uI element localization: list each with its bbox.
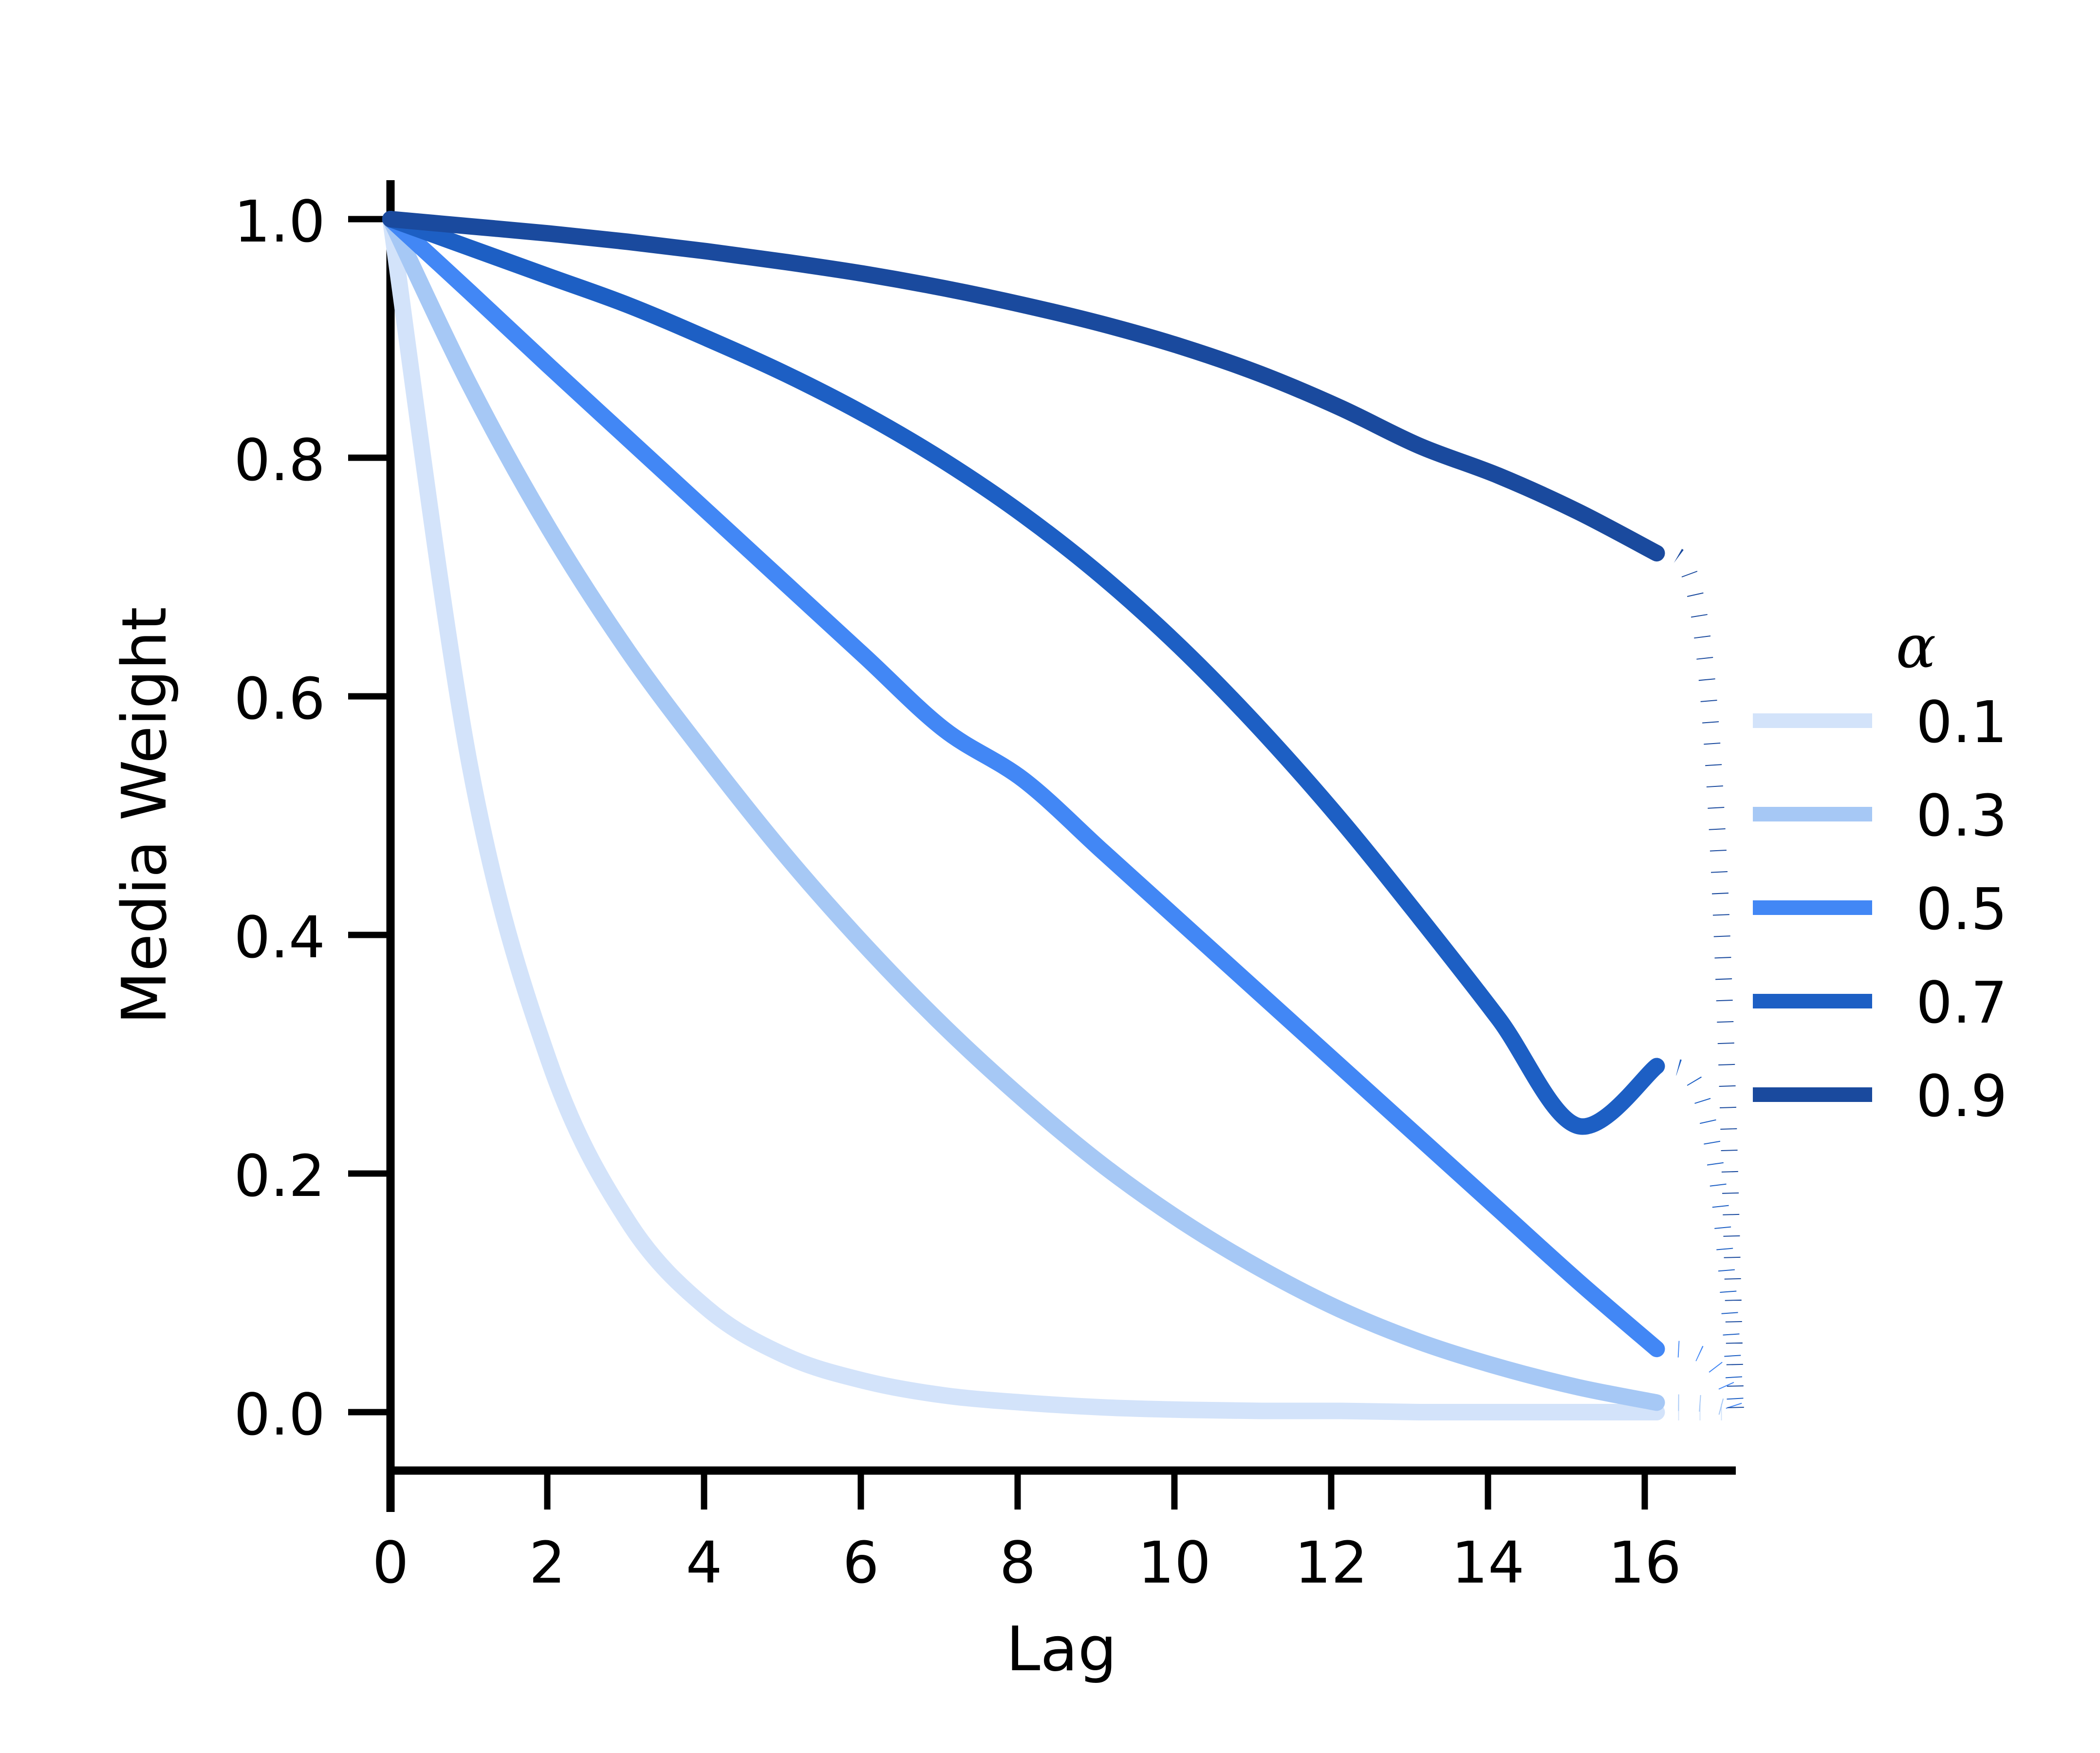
- y-tick-label: 0.2: [234, 1142, 325, 1210]
- series-line-0-1: [382, 211, 1665, 1421]
- y-tick-labels: 0.0 0.2 0.4 0.6 0.8 1.0: [234, 188, 325, 1448]
- legend-title: α: [1896, 612, 1936, 681]
- y-tick-label: 0.8: [234, 427, 325, 494]
- legend-label-0-5: 0.5: [1916, 876, 2007, 943]
- y-tick-label: 1.0: [234, 188, 325, 255]
- series-line-0-3: [382, 211, 1665, 1411]
- x-tick-label: 10: [1138, 1529, 1211, 1596]
- series-line-0-5: [382, 211, 1665, 1358]
- chart-legend: α 0.1 0.3 0.5 0.7 0.9: [1753, 612, 2007, 1130]
- x-axis-title: Lag: [1006, 1613, 1116, 1685]
- x-tick-label: 14: [1451, 1529, 1524, 1596]
- series-line-0-7: [382, 211, 1665, 1135]
- x-tick-label: 4: [686, 1529, 722, 1596]
- legend-item-0-9[interactable]: 0.9: [1753, 1063, 2007, 1130]
- axis-spines: [386, 180, 1736, 1512]
- legend-label-0-7: 0.7: [1916, 969, 2007, 1036]
- x-tick-label: 2: [529, 1529, 565, 1596]
- y-tick-label: 0.0: [234, 1381, 325, 1448]
- y-axis-title: Media Weight: [109, 607, 180, 1024]
- legend-item-0-5[interactable]: 0.5: [1753, 876, 2007, 943]
- y-tick-marks: [348, 216, 390, 1416]
- series-layer: [382, 211, 1744, 1421]
- x-tick-label: 8: [999, 1529, 1036, 1596]
- x-tick-label: 0: [372, 1529, 409, 1596]
- legend-label-0-9: 0.9: [1916, 1063, 2007, 1130]
- x-tick-label: 12: [1295, 1529, 1368, 1596]
- x-tick-labels: 0 2 4 6 8 10 12 14 16: [372, 1529, 1681, 1596]
- legend-label-0-3: 0.3: [1916, 782, 2007, 849]
- x-tick-marks: [387, 1471, 1648, 1510]
- legend-item-0-3[interactable]: 0.3: [1753, 782, 2007, 849]
- x-tick-label: 6: [842, 1529, 879, 1596]
- series-line-0-9: [382, 211, 1665, 561]
- x-tick-label: 16: [1608, 1529, 1681, 1596]
- legend-item-0-1[interactable]: 0.1: [1753, 689, 2007, 756]
- legend-item-0-7[interactable]: 0.7: [1753, 969, 2007, 1036]
- y-tick-label: 0.4: [234, 904, 325, 971]
- y-tick-label: 0.6: [234, 665, 325, 732]
- legend-label-0-1: 0.1: [1916, 689, 2007, 756]
